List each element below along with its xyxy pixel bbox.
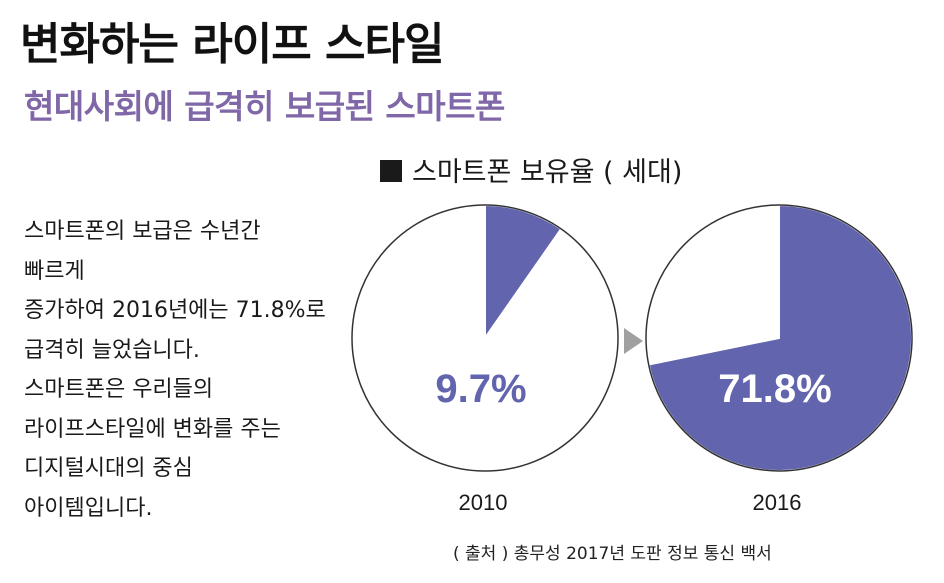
body-text: 스마트폰의 보급은 수년간 빠르게 증가하여 2016년에는 71.8%로 급격… [24, 212, 326, 528]
body-line: 스마트폰은 우리들의 [24, 377, 214, 402]
source-note: ( 출처 ) 총무성 2017년 도판 정보 통신 백서 [453, 544, 772, 564]
page-subtitle: 현대사회에 급격히 보급된 스마트폰 [24, 87, 505, 126]
body-line: 디지털시대의 중심 [24, 456, 193, 481]
body-line: 라이프스타일에 변화를 주는 [24, 416, 281, 442]
pie-chart-2010: 9.7% 2010 [351, 203, 619, 515]
body-line: 빠르게 [24, 258, 85, 284]
body-line: 아이템입니다. [24, 495, 153, 521]
page-title: 변화하는 라이프 스타일 [20, 19, 444, 70]
pie-outline [645, 204, 913, 472]
pie-outline [351, 204, 619, 472]
body-line: 스마트폰의 보급은 수년간 [24, 219, 261, 244]
square-bullet-icon [380, 160, 402, 182]
body-line: 급격히 늘었습니다. [24, 337, 200, 363]
chart-title-text: 스마트폰 보유율 ( 세대) [412, 157, 683, 188]
chart-title: 스마트폰 보유율 ( 세대) [380, 150, 682, 189]
body-line: 증가하여 2016년에는 71.8%로 [24, 298, 326, 323]
pie-value-label-2016: 71.8% [718, 367, 831, 411]
pie-year-label-2016: 2016 [753, 490, 802, 515]
pie-value-label-2010: 9.7% [435, 367, 526, 411]
triangle-right-icon [624, 328, 643, 354]
pie-chart-2016: 71.8% 2016 [645, 203, 913, 515]
pie-year-label-2010: 2010 [459, 490, 508, 515]
